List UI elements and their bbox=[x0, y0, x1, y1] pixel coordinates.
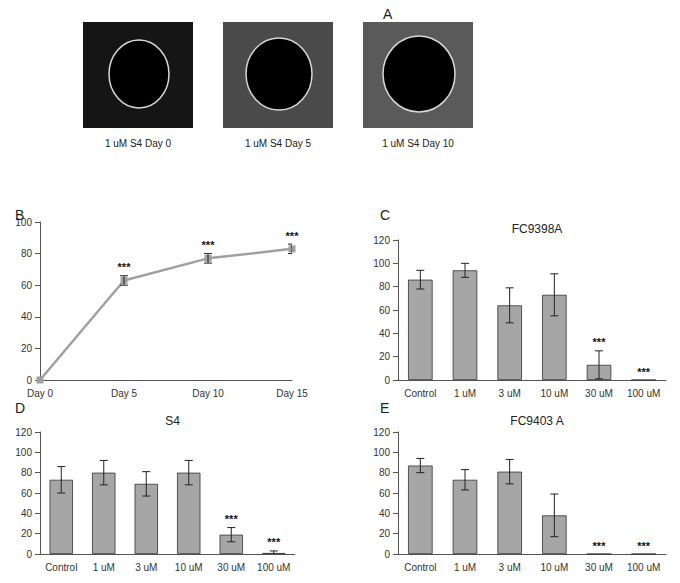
svg-text:Day 0: Day 0 bbox=[27, 388, 54, 399]
svg-text:1 uM S4 Day 10: 1 uM S4 Day 10 bbox=[382, 138, 454, 149]
svg-text:10 uM: 10 uM bbox=[175, 562, 203, 573]
svg-text:40: 40 bbox=[379, 508, 391, 519]
svg-text:Control: Control bbox=[45, 562, 77, 573]
svg-text:D: D bbox=[15, 400, 25, 416]
svg-text:60: 60 bbox=[21, 280, 33, 291]
svg-text:C: C bbox=[380, 207, 390, 223]
svg-text:60: 60 bbox=[21, 488, 33, 499]
svg-text:120: 120 bbox=[373, 427, 390, 438]
svg-text:Day 15: Day 15 bbox=[276, 388, 308, 399]
svg-text:E: E bbox=[380, 400, 389, 416]
svg-text:1 uM S4 Day 5: 1 uM S4 Day 5 bbox=[245, 138, 312, 149]
svg-text:120: 120 bbox=[373, 235, 390, 246]
svg-text:3 uM: 3 uM bbox=[499, 562, 521, 573]
svg-text:***: *** bbox=[593, 336, 607, 348]
svg-text:0: 0 bbox=[384, 549, 390, 560]
svg-text:60: 60 bbox=[379, 305, 391, 316]
svg-text:40: 40 bbox=[379, 328, 391, 339]
svg-text:10 uM: 10 uM bbox=[540, 388, 568, 399]
svg-text:0: 0 bbox=[26, 549, 32, 560]
svg-text:3 uM: 3 uM bbox=[135, 562, 157, 573]
svg-text:Control: Control bbox=[404, 562, 436, 573]
svg-text:30 uM: 30 uM bbox=[217, 562, 245, 573]
svg-text:30 uM: 30 uM bbox=[585, 562, 613, 573]
svg-text:***: *** bbox=[637, 540, 651, 552]
svg-text:FC9403 A: FC9403 A bbox=[510, 414, 563, 428]
svg-text:40: 40 bbox=[21, 508, 33, 519]
svg-text:20: 20 bbox=[379, 528, 391, 539]
svg-text:80: 80 bbox=[379, 281, 391, 292]
svg-text:Control: Control bbox=[404, 388, 436, 399]
svg-text:***: *** bbox=[202, 239, 216, 251]
svg-text:20: 20 bbox=[21, 528, 33, 539]
svg-text:20: 20 bbox=[379, 351, 391, 362]
svg-text:S4: S4 bbox=[165, 414, 180, 428]
svg-text:1 uM S4 Day 0: 1 uM S4 Day 0 bbox=[105, 138, 172, 149]
svg-text:100 uM: 100 uM bbox=[627, 562, 660, 573]
svg-text:40: 40 bbox=[21, 311, 33, 322]
svg-text:***: *** bbox=[286, 230, 300, 242]
svg-text:100: 100 bbox=[373, 258, 390, 269]
svg-text:1 uM: 1 uM bbox=[454, 388, 476, 399]
svg-text:100 uM: 100 uM bbox=[627, 388, 660, 399]
svg-text:80: 80 bbox=[21, 248, 33, 259]
svg-text:10 uM: 10 uM bbox=[540, 562, 568, 573]
svg-text:***: *** bbox=[593, 540, 607, 552]
svg-text:80: 80 bbox=[379, 467, 391, 478]
svg-text:30 uM: 30 uM bbox=[585, 388, 613, 399]
svg-text:***: *** bbox=[225, 513, 239, 525]
svg-text:0: 0 bbox=[26, 375, 32, 386]
svg-text:0: 0 bbox=[384, 375, 390, 386]
svg-text:***: *** bbox=[637, 366, 651, 378]
svg-text:Day 5: Day 5 bbox=[111, 388, 138, 399]
svg-text:100: 100 bbox=[373, 447, 390, 458]
svg-text:80: 80 bbox=[21, 467, 33, 478]
svg-text:B: B bbox=[15, 207, 24, 223]
svg-text:1 uM: 1 uM bbox=[454, 562, 476, 573]
svg-text:100 uM: 100 uM bbox=[257, 562, 290, 573]
svg-text:3 uM: 3 uM bbox=[499, 388, 521, 399]
svg-text:1 uM: 1 uM bbox=[93, 562, 115, 573]
svg-text:100: 100 bbox=[15, 447, 32, 458]
svg-text:***: *** bbox=[267, 536, 281, 548]
svg-text:Day 10: Day 10 bbox=[192, 388, 224, 399]
svg-text:20: 20 bbox=[21, 343, 33, 354]
svg-text:A: A bbox=[383, 6, 393, 22]
svg-text:FC9398A: FC9398A bbox=[512, 222, 563, 236]
svg-text:120: 120 bbox=[15, 427, 32, 438]
svg-text:60: 60 bbox=[379, 488, 391, 499]
svg-text:***: *** bbox=[118, 261, 132, 273]
